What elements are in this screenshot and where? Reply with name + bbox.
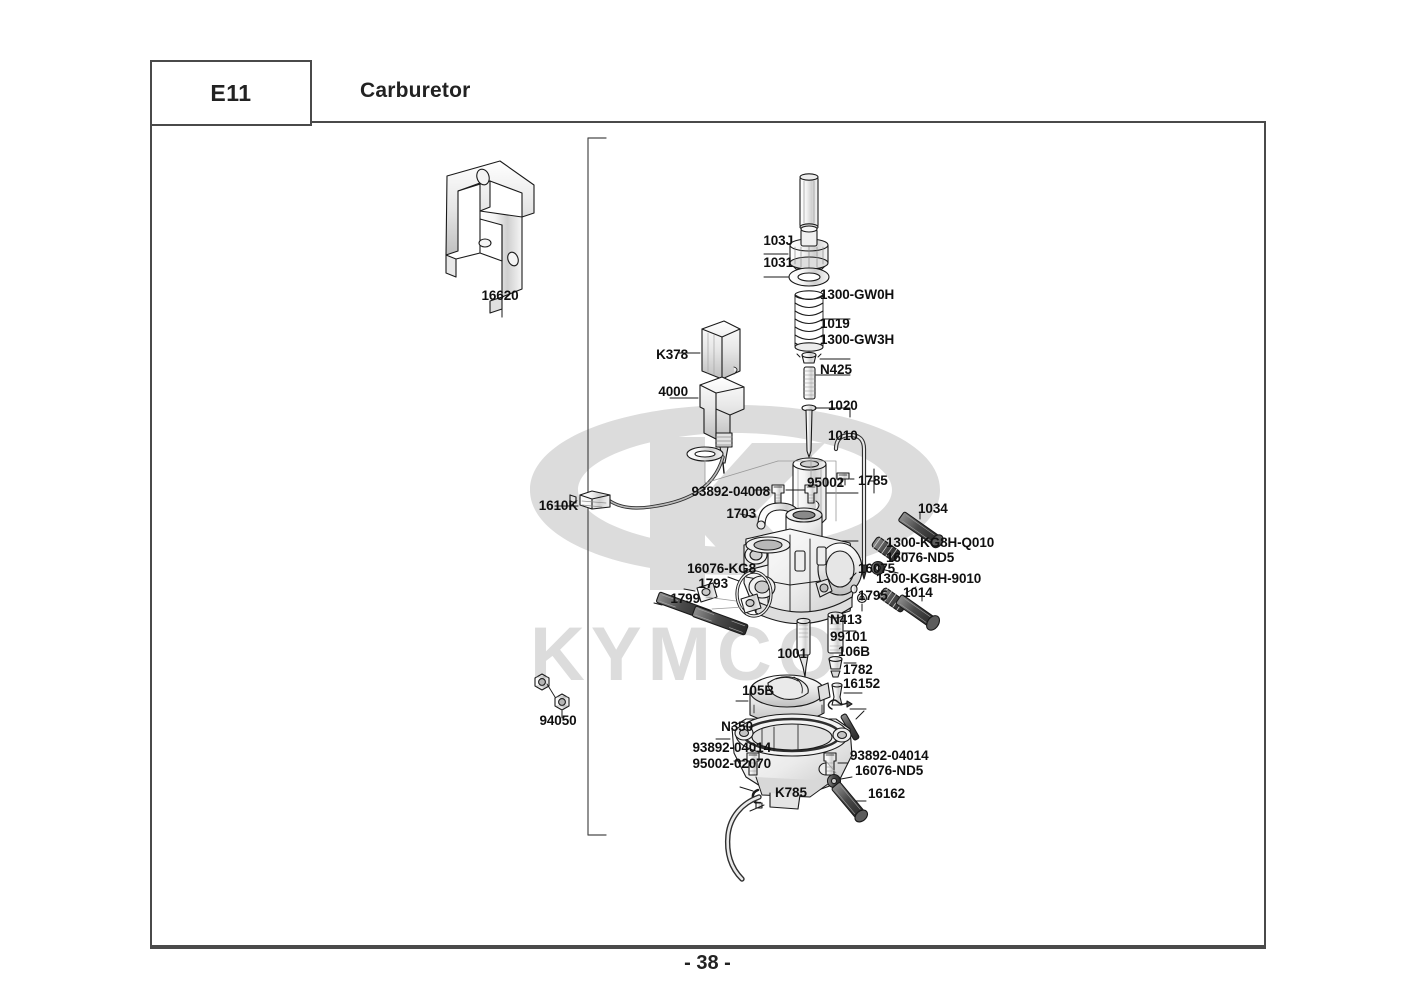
part-label-needle-clip: 1019 xyxy=(820,316,850,331)
section-code-box: E11 xyxy=(150,60,312,126)
part-1782-clip xyxy=(827,699,853,710)
part-label-cap-o-ring: 1031 xyxy=(763,255,793,270)
page-title: Carburetor xyxy=(360,79,471,102)
part-label-screw-93892-04014-left: 93892-04014 xyxy=(692,740,772,755)
part-16162-drain-screw xyxy=(831,782,869,823)
leader-1799 xyxy=(653,602,663,606)
part-93892-04014-left xyxy=(746,752,760,776)
part-label-screw-93892-04014-right: 93892-04014 xyxy=(850,748,929,763)
part-1610K-harness xyxy=(569,455,725,510)
part-label-air-screw: 1014 xyxy=(903,585,933,600)
part-label-screw-93892-04008: 93892-04008 xyxy=(691,484,771,499)
part-94050-nuts xyxy=(534,673,570,711)
part-103J-cap xyxy=(789,225,829,270)
part-label-jet-needle: 1300-GW3H xyxy=(820,332,895,347)
leader-K785 xyxy=(749,804,765,812)
leader-95002-02070 xyxy=(739,786,754,792)
part-N425-needle xyxy=(801,404,817,458)
part-label-throttle-valve: 1020 xyxy=(828,398,858,413)
part-1014-screw xyxy=(895,594,941,631)
part-K378-cover xyxy=(701,320,741,380)
part-label-valve-retaining-clip: 1703 xyxy=(726,506,756,521)
leader-1300-KG8H-9010 xyxy=(905,586,917,594)
part-label-carburetor-bracket: 16620 xyxy=(481,288,519,303)
part-label-pilot-screw: 1300-KG8H-9010 xyxy=(876,571,982,586)
part-N350-float-chamber xyxy=(731,713,853,810)
part-105B-float xyxy=(749,674,831,725)
footer-rule xyxy=(150,947,1266,949)
part-label-throttle-stop-screw: 1034 xyxy=(918,501,948,516)
part-bystarter-oring xyxy=(686,446,724,462)
diagram-frame xyxy=(150,121,1266,947)
part-label-washer-1795: 1795 xyxy=(858,588,888,603)
part-label-nut-94050: 94050 xyxy=(539,713,577,728)
section-divider-bracket xyxy=(587,137,607,836)
part-label-needle-jet: 1010 xyxy=(828,428,858,443)
part-label-hose-clamp-95002-02070: 95002-02070 xyxy=(692,756,772,771)
part-label-wire-harness: 1610K xyxy=(538,498,578,513)
part-16075-1795 xyxy=(850,584,868,604)
part-16620-bracket xyxy=(445,160,535,318)
part-label-vent-tube: 1785 xyxy=(858,473,888,488)
part-label-top-cap: 103J xyxy=(763,233,793,248)
part-label-drain-screw: 16162 xyxy=(868,786,906,801)
leader-16076-ND5-lower xyxy=(840,776,853,780)
part-label-float-chamber: N350 xyxy=(721,719,753,734)
part-top-needle-tube xyxy=(799,173,819,231)
part-label-throttle-valve-spring: 1300-GW0H xyxy=(820,287,895,302)
part-1019-clip xyxy=(796,351,822,364)
part-1300-GW3H-needle xyxy=(803,366,816,400)
part-1799-studs xyxy=(655,591,749,636)
part-label-insulator-o-ring: 16076-KG8 xyxy=(687,561,756,576)
leader-16076-KG8 xyxy=(727,576,740,582)
part-label-insulator-plate: 1793 xyxy=(698,576,728,591)
part-label-spring-16076-ND5-lower: 16076-ND5 xyxy=(855,763,924,778)
part-label-solenoid-cover: K378 xyxy=(656,347,688,362)
part-label-mounting-stud: 1799 xyxy=(670,591,700,606)
leader-16152 xyxy=(855,710,865,720)
part-label-float-valve: 106B xyxy=(838,644,870,659)
part-K785-drain-hose xyxy=(724,794,762,882)
part-label-float-pin: 16152 xyxy=(843,676,881,691)
part-label-spring-16076-ND5-upper: 16076-ND5 xyxy=(886,550,955,565)
part-label-idle-adjust-screw: 1300-KG8H-Q010 xyxy=(886,535,995,550)
part-93892-04014-right xyxy=(823,752,837,776)
part-label-needle-retainer: N425 xyxy=(820,362,852,377)
part-label-main-jet-holder: N413 xyxy=(830,612,862,627)
part-N413-jet-holder xyxy=(827,611,844,654)
section-code: E11 xyxy=(210,79,252,106)
part-99101-main-jet xyxy=(828,656,843,678)
part-label-slow-jet: 1001 xyxy=(777,646,807,661)
part-label-main-jet: 99101 xyxy=(830,629,868,644)
part-1300-GW0H-spring xyxy=(794,290,824,352)
part-label-float: 105B xyxy=(742,683,774,698)
page-number: - 38 - xyxy=(684,952,731,974)
part-1001-slow-jet xyxy=(796,617,811,678)
part-label-auto-bystarter: 4000 xyxy=(658,384,688,399)
part-label-float-valve-clip: 1782 xyxy=(843,662,873,677)
part-label-hose-clamp-95002: 95002 xyxy=(807,475,845,490)
part-1031-oring xyxy=(788,267,830,287)
part-label-drain-hose: K785 xyxy=(775,785,807,800)
exploded-parts-drawing xyxy=(445,137,944,882)
